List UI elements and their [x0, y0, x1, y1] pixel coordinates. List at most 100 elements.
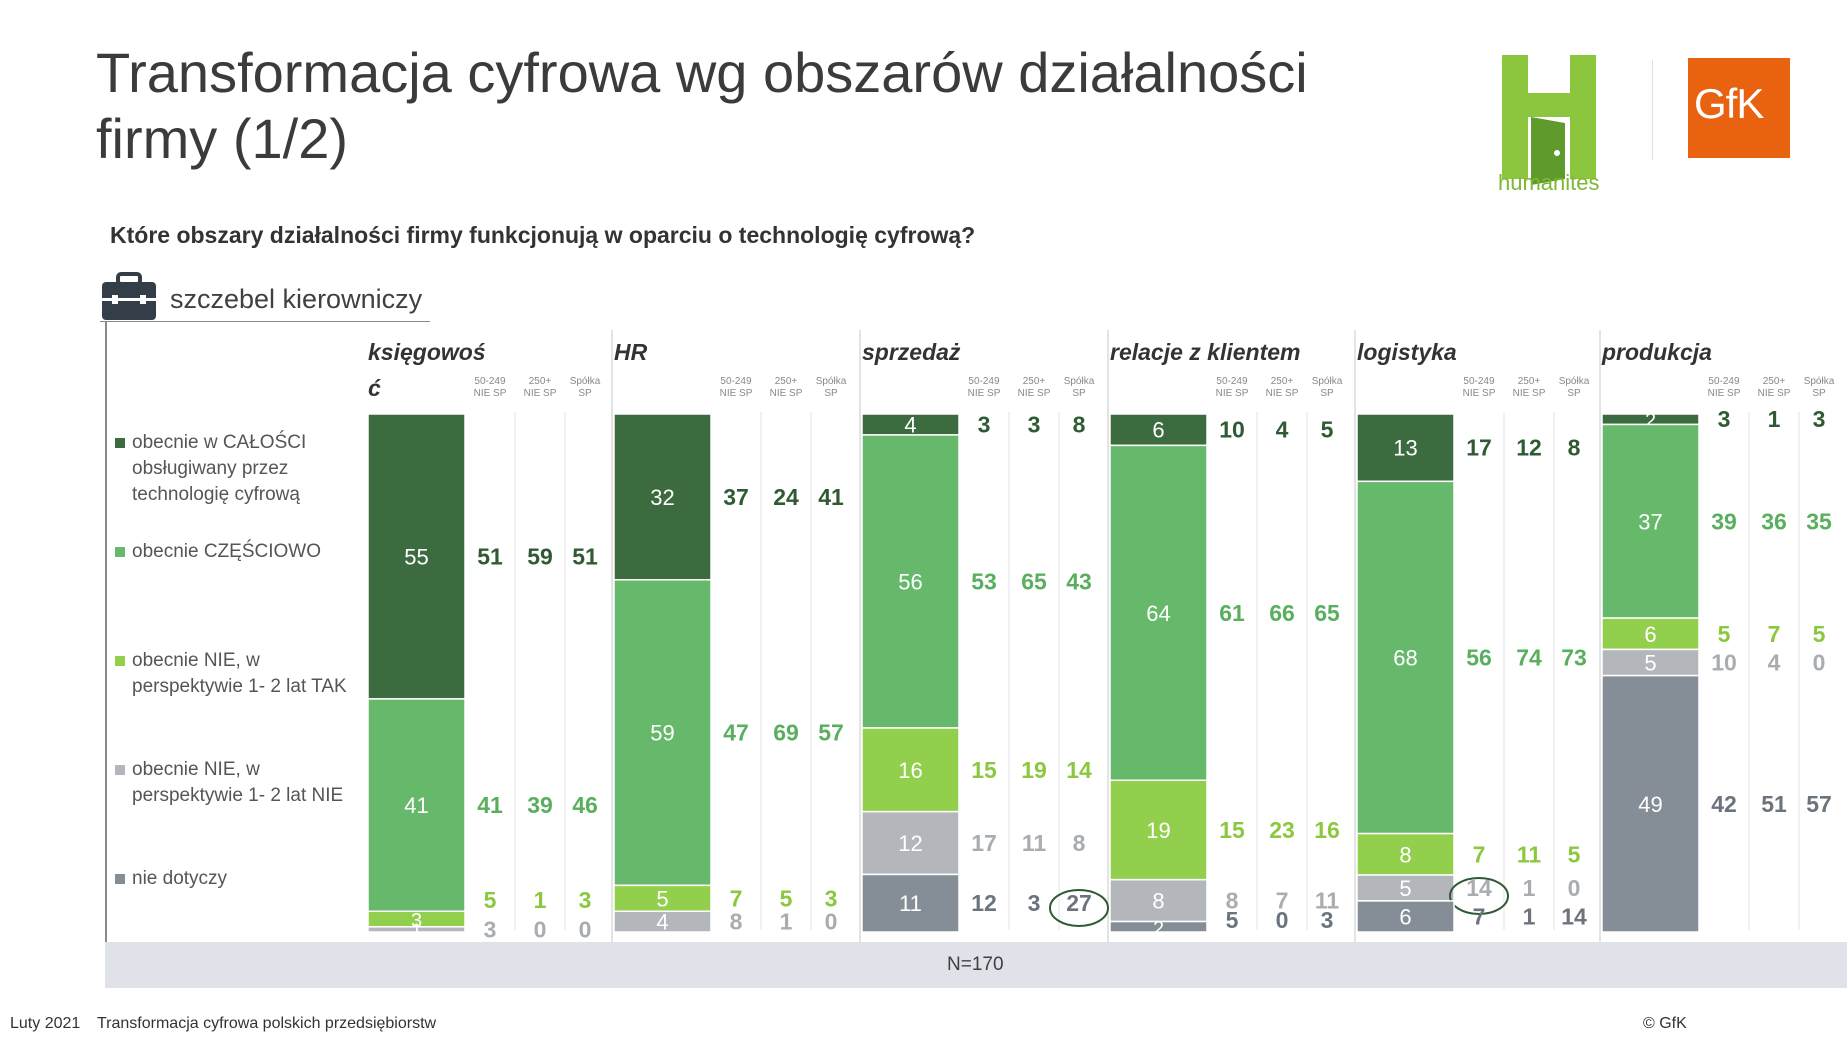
subgroup-value-sprzedaz-plan_no-0: 17 [971, 830, 997, 856]
bar-value-relacje-z-klientem-na: 2 [1153, 918, 1164, 940]
level-label: szczebel kierowniczy [170, 284, 423, 314]
subgroup-value-produkcja-na-1: 51 [1761, 791, 1787, 817]
subgroup-value-logistyka-na-2: 14 [1561, 903, 1587, 929]
subgroup-value-logistyka-plan_yes-1: 11 [1517, 841, 1542, 867]
subgroup-header: 50-249 [1216, 376, 1248, 387]
subgroup-header: NIE SP [770, 388, 803, 399]
level-underline [100, 321, 430, 322]
subgroup-value-ksiegowosc-plan_yes-2: 3 [579, 887, 592, 913]
footer-copyright: © GfK [1643, 1015, 1687, 1032]
subgroup-value-relacje-z-klientem-plan_yes-2: 16 [1314, 817, 1340, 843]
subgroup-header: 250+ [775, 376, 798, 387]
bar-segment-produkcja-partial [1601, 423, 1700, 619]
subgroup-value-relacje-z-klientem-full-2: 5 [1321, 417, 1334, 443]
category-title-relacje-z-klientem: relacje z klientem [1110, 339, 1301, 365]
subgroup-value-ksiegowosc-full-2: 51 [572, 543, 598, 569]
bar-segment-produkcja-na [1601, 674, 1700, 933]
subgroup-value-produkcja-partial-2: 35 [1806, 508, 1832, 534]
subgroup-header: NIE SP [474, 388, 507, 399]
legend-item-full: obecnie w CAŁOŚCI obsługiwany przez tech… [115, 430, 365, 508]
legend-label-plan-no: obecnie NIE, w perspektywie 1- 2 lat NIE [132, 759, 344, 806]
subgroup-header: NIE SP [1463, 388, 1496, 399]
bar-value-hr-full: 32 [650, 485, 674, 510]
subgroup-value-hr-full-0: 37 [723, 484, 749, 510]
subgroup-value-sprzedaz-plan_no-2: 8 [1073, 830, 1086, 856]
bar-value-sprzedaz-full: 4 [904, 412, 916, 437]
bar-segment-sprzedaz-plan_yes [861, 727, 960, 813]
subgroup-header: Spółka [570, 376, 601, 387]
subgroup-value-hr-partial-2: 57 [818, 720, 844, 746]
subgroup-header: 50-249 [1708, 376, 1740, 387]
subgroup-value-ksiegowosc-plan_no-1: 0 [534, 916, 547, 942]
logo-divider [1652, 60, 1653, 160]
bar-value-hr-plan_yes: 5 [656, 886, 668, 911]
subgroup-value-logistyka-full-0: 17 [1466, 435, 1492, 461]
subgroup-value-ksiegowosc-partial-1: 39 [527, 792, 553, 818]
bar-value-produkcja-plan_yes: 6 [1644, 622, 1656, 647]
subgroup-header: SP [824, 388, 838, 399]
subgroup-header: Spółka [1312, 376, 1343, 387]
legend-swatch-full [115, 438, 125, 448]
subgroup-header: NIE SP [1708, 388, 1741, 399]
subgroup-value-produkcja-plan_no-0: 10 [1711, 650, 1737, 676]
bar-value-sprzedaz-plan_yes: 16 [898, 758, 922, 783]
subgroup-value-produkcja-full-0: 3 [1718, 406, 1731, 432]
subgroup-header: 50-249 [1463, 376, 1495, 387]
bar-segment-sprzedaz-na [861, 873, 960, 933]
subgroup-value-sprzedaz-plan_yes-2: 14 [1066, 757, 1092, 783]
subgroup-header: NIE SP [968, 388, 1001, 399]
subgroup-value-produkcja-na-2: 57 [1806, 791, 1832, 817]
subgroup-value-produkcja-partial-1: 36 [1761, 508, 1787, 534]
subgroup-value-produkcja-na-0: 42 [1711, 791, 1737, 817]
chart-left-border [105, 322, 107, 987]
bar-segment-hr-full [613, 413, 712, 581]
subgroup-header: 250+ [1518, 376, 1541, 387]
subgroup-header: 250+ [529, 376, 552, 387]
bar-segment-ksiegowosc-plan_no [367, 926, 466, 933]
briefcase-icon [102, 272, 156, 320]
bar-value-logistyka-plan_no: 5 [1399, 876, 1411, 901]
subgroup-value-hr-plan_yes-1: 5 [780, 885, 793, 911]
subgroup-header: NIE SP [1216, 388, 1249, 399]
bar-value-ksiegowosc-plan_yes: 3 [411, 910, 422, 932]
category-title-ksiegowosc: ć [368, 375, 381, 401]
page-title: Transformacja cyfrowa wg obszarów działa… [96, 41, 1308, 170]
subgroup-value-ksiegowosc-plan_no-0: 3 [484, 916, 497, 942]
bar-value-logistyka-plan_yes: 8 [1399, 842, 1411, 867]
subgroup-value-hr-plan_yes-2: 3 [825, 885, 838, 911]
bar-value-produkcja-full: 2 [1645, 410, 1656, 432]
legend-swatch-partial [115, 547, 125, 557]
footer-source: Transformacja cyfrowa polskich przedsięb… [97, 1015, 437, 1032]
subgroup-header: NIE SP [1266, 388, 1299, 399]
subgroup-header: 250+ [1271, 376, 1294, 387]
subgroup-value-logistyka-plan_no-2: 0 [1568, 875, 1581, 901]
subgroup-value-ksiegowosc-plan_yes-1: 1 [534, 887, 547, 913]
subgroup-header: Spółka [1064, 376, 1095, 387]
subgroup-value-relacje-z-klientem-plan_no-1: 7 [1276, 888, 1289, 914]
subgroup-value-produkcja-plan_yes-1: 7 [1768, 621, 1781, 647]
subgroup-value-hr-plan_no-1: 1 [780, 909, 793, 935]
subgroup-header: Spółka [816, 376, 847, 387]
survey-question: Które obszary działalności firmy funkcjo… [110, 222, 976, 248]
legend-label-plan-yes: obecnie NIE, w perspektywie 1- 2 lat TAK [132, 650, 347, 697]
subgroup-header: 250+ [1023, 376, 1046, 387]
subgroup-value-relacje-z-klientem-na-1: 0 [1276, 907, 1289, 933]
subgroup-value-logistyka-full-2: 8 [1568, 435, 1581, 461]
subgroup-value-sprzedaz-na-1: 3 [1028, 890, 1041, 916]
legend-label-partial: obecnie CZĘŚCIOWO [132, 541, 321, 562]
bar-segment-logistyka-na [1356, 900, 1455, 933]
bar-segment-hr-plan_no [613, 910, 712, 933]
highlight-circle-logistyka [1449, 877, 1509, 915]
subgroup-value-relacje-z-klientem-partial-0: 61 [1219, 600, 1245, 626]
bar-segment-ksiegowosc-partial [367, 698, 466, 913]
subgroup-value-relacje-z-klientem-na-2: 3 [1321, 907, 1334, 933]
subgroup-value-sprzedaz-partial-1: 65 [1021, 568, 1047, 594]
subgroup-header: SP [1567, 388, 1581, 399]
bar-segment-relacje-z-klientem-partial [1109, 444, 1208, 782]
bar-segment-logistyka-partial [1356, 480, 1455, 835]
subgroup-value-logistyka-partial-0: 56 [1466, 644, 1492, 670]
gfk-logo: GfK [1688, 58, 1790, 158]
legend-swatch-na [115, 874, 125, 884]
subgroup-value-logistyka-plan_yes-0: 7 [1473, 841, 1486, 867]
subgroup-header: NIE SP [720, 388, 753, 399]
